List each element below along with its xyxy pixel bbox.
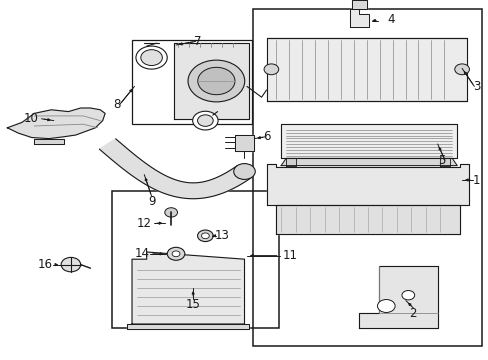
Text: 14: 14 bbox=[134, 247, 149, 260]
Circle shape bbox=[61, 257, 81, 272]
Text: 4: 4 bbox=[386, 13, 394, 26]
Circle shape bbox=[201, 233, 209, 239]
Text: 15: 15 bbox=[185, 298, 200, 311]
Text: 12: 12 bbox=[137, 217, 151, 230]
Circle shape bbox=[187, 60, 244, 102]
Text: 1: 1 bbox=[472, 174, 480, 186]
Polygon shape bbox=[266, 38, 466, 101]
Circle shape bbox=[167, 247, 184, 260]
Polygon shape bbox=[132, 252, 244, 324]
Polygon shape bbox=[127, 324, 249, 329]
Polygon shape bbox=[351, 0, 366, 9]
Circle shape bbox=[377, 300, 394, 312]
Polygon shape bbox=[281, 124, 456, 158]
Circle shape bbox=[197, 230, 213, 242]
Polygon shape bbox=[234, 135, 254, 151]
Polygon shape bbox=[281, 158, 456, 166]
Polygon shape bbox=[7, 108, 105, 139]
Bar bbox=[132, 40, 251, 124]
Text: 16: 16 bbox=[38, 258, 52, 271]
Circle shape bbox=[264, 64, 278, 75]
Polygon shape bbox=[34, 139, 63, 144]
Text: 5: 5 bbox=[437, 154, 444, 167]
Circle shape bbox=[197, 115, 213, 126]
Text: 11: 11 bbox=[282, 249, 297, 262]
Polygon shape bbox=[173, 43, 249, 119]
Text: 3: 3 bbox=[472, 80, 480, 93]
Circle shape bbox=[192, 111, 218, 130]
Polygon shape bbox=[276, 205, 459, 234]
Polygon shape bbox=[359, 266, 437, 328]
Circle shape bbox=[454, 64, 468, 75]
Text: 8: 8 bbox=[113, 98, 121, 111]
Circle shape bbox=[233, 163, 255, 179]
Circle shape bbox=[141, 50, 162, 66]
Polygon shape bbox=[349, 9, 368, 27]
Circle shape bbox=[172, 251, 180, 257]
Circle shape bbox=[401, 291, 414, 300]
Circle shape bbox=[197, 67, 234, 95]
Polygon shape bbox=[439, 158, 449, 166]
Polygon shape bbox=[99, 139, 251, 199]
Text: 6: 6 bbox=[262, 130, 270, 143]
Text: 10: 10 bbox=[23, 112, 38, 125]
Text: 13: 13 bbox=[215, 229, 229, 242]
Polygon shape bbox=[285, 158, 295, 166]
Bar bbox=[112, 191, 278, 328]
Polygon shape bbox=[266, 164, 468, 205]
Text: 2: 2 bbox=[408, 307, 416, 320]
Circle shape bbox=[164, 208, 177, 217]
Text: 9: 9 bbox=[147, 195, 155, 208]
Bar bbox=[253, 9, 481, 346]
Circle shape bbox=[136, 46, 167, 69]
Text: 7: 7 bbox=[194, 35, 202, 48]
